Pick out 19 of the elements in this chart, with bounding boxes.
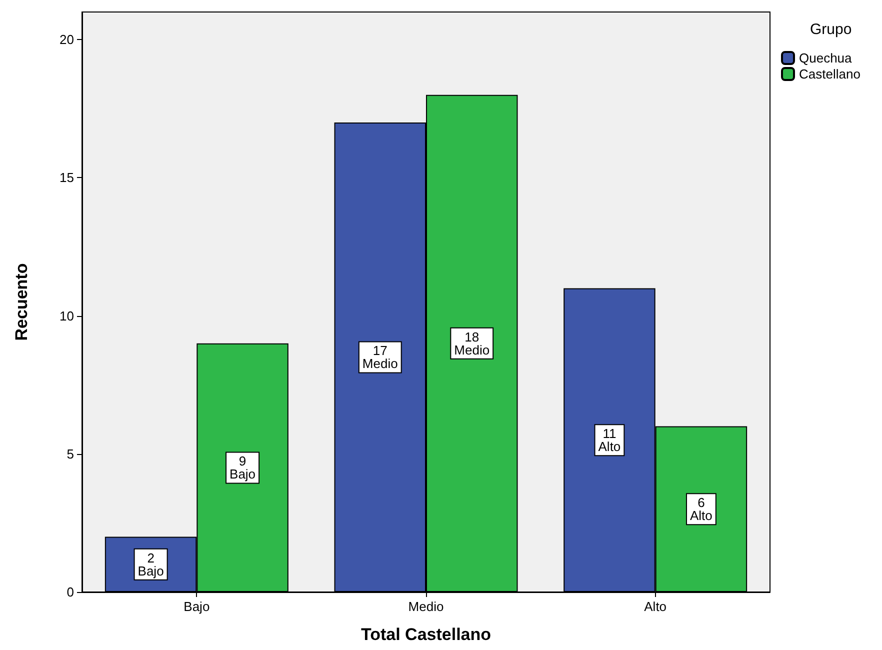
legend-label: Quechua [799, 50, 853, 66]
y-tick-label: 20 [60, 32, 74, 48]
y-tick-label: 15 [60, 170, 74, 186]
data-label: 6 Alto [690, 495, 712, 524]
x-axis-title: Total Castellano [360, 625, 492, 644]
x-tick-label: Bajo [184, 599, 210, 614]
data-label: 2 Bajo [138, 550, 164, 578]
legend-label: Castellano [799, 66, 860, 82]
x-tick-label: Alto [644, 599, 667, 614]
data-label: 11 Alto [598, 426, 621, 454]
legend-title: Grupo [810, 21, 852, 38]
x-tick-label: Medio [408, 599, 444, 614]
y-tick-label: 5 [66, 446, 74, 462]
data-label: 18 Medio [454, 329, 490, 358]
data-label: 17 Medio [362, 343, 398, 372]
y-tick-label: 0 [66, 584, 74, 600]
y-axis-title: Recuento [12, 263, 31, 341]
y-tick-label: 10 [60, 308, 74, 324]
data-label: 9 Bajo [230, 454, 256, 482]
